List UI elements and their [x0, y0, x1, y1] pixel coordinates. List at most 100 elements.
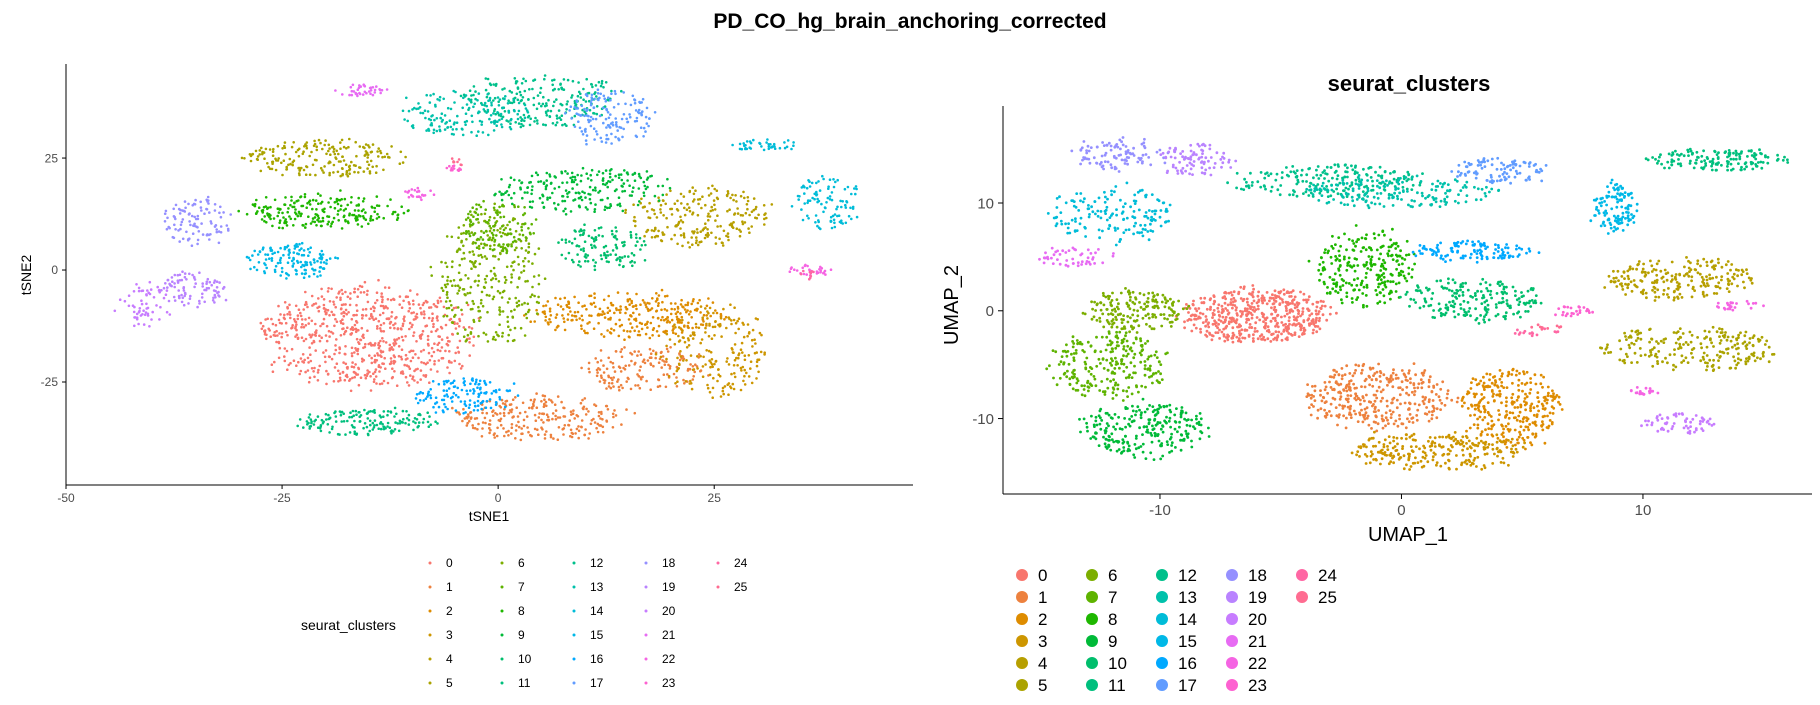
point [340, 307, 343, 310]
point [325, 339, 329, 343]
legend-item: 10 [500, 652, 532, 666]
point [535, 119, 539, 122]
point [389, 326, 392, 330]
point [355, 154, 358, 158]
point [589, 103, 593, 107]
point [694, 322, 698, 326]
point [507, 99, 510, 102]
point [579, 248, 583, 251]
point [531, 200, 535, 203]
point [519, 187, 522, 191]
point [429, 189, 432, 192]
point [496, 111, 499, 114]
legend-item: 12 [572, 556, 604, 570]
point [277, 304, 280, 308]
point [528, 200, 532, 204]
point [589, 294, 593, 298]
point [657, 334, 661, 338]
point [1285, 309, 1288, 313]
point [1260, 296, 1264, 300]
point [271, 252, 274, 256]
point [373, 91, 377, 94]
point [525, 415, 529, 418]
point [676, 199, 679, 203]
point [359, 85, 363, 88]
point [319, 194, 322, 197]
legend-swatch [500, 657, 504, 661]
point [723, 318, 726, 321]
point [677, 222, 680, 225]
point [585, 172, 588, 175]
point [733, 372, 736, 375]
point [1226, 312, 1230, 316]
point [200, 296, 204, 299]
point [665, 344, 668, 348]
point [1311, 302, 1315, 306]
point [305, 303, 308, 306]
point [1245, 328, 1249, 332]
point [113, 309, 117, 313]
point [504, 95, 507, 98]
legend-label: 3 [446, 628, 453, 642]
point [1245, 321, 1248, 324]
point [421, 329, 425, 333]
point [520, 225, 523, 229]
legend-label: 21 [662, 628, 676, 642]
point [523, 301, 526, 305]
point [1217, 303, 1221, 307]
point [257, 261, 261, 264]
point [182, 289, 186, 292]
point [350, 196, 353, 199]
point [539, 180, 543, 183]
point [619, 126, 623, 130]
point [274, 334, 277, 338]
point [330, 310, 334, 314]
point [329, 225, 333, 228]
point [611, 412, 615, 416]
point [593, 210, 596, 213]
point [526, 186, 529, 189]
point [523, 89, 527, 93]
point [522, 77, 525, 81]
point [488, 82, 492, 85]
point [707, 311, 710, 315]
point [265, 266, 269, 270]
point [558, 416, 562, 419]
point [709, 351, 713, 354]
point [646, 185, 649, 189]
point [462, 96, 465, 100]
point [505, 265, 509, 269]
point [133, 324, 136, 328]
point [661, 184, 665, 188]
point [420, 198, 423, 202]
point [1312, 328, 1315, 332]
point [666, 350, 670, 353]
point [631, 94, 635, 98]
point [590, 243, 593, 247]
point [452, 306, 456, 310]
point [212, 296, 215, 300]
point [344, 303, 347, 306]
point [642, 358, 646, 362]
point [137, 289, 141, 293]
point [279, 246, 282, 250]
point [1320, 304, 1324, 308]
point [603, 312, 606, 316]
point [499, 245, 503, 249]
point [318, 426, 322, 430]
point [520, 271, 523, 274]
point [557, 241, 560, 244]
point [713, 325, 717, 329]
point [442, 97, 446, 101]
point [636, 354, 639, 357]
point [593, 296, 596, 300]
point [493, 432, 496, 435]
point [195, 225, 198, 228]
point [321, 253, 325, 256]
point [371, 143, 375, 146]
point [162, 296, 166, 300]
point [1224, 291, 1228, 295]
point [714, 320, 717, 324]
point [404, 155, 407, 159]
point [681, 305, 684, 308]
